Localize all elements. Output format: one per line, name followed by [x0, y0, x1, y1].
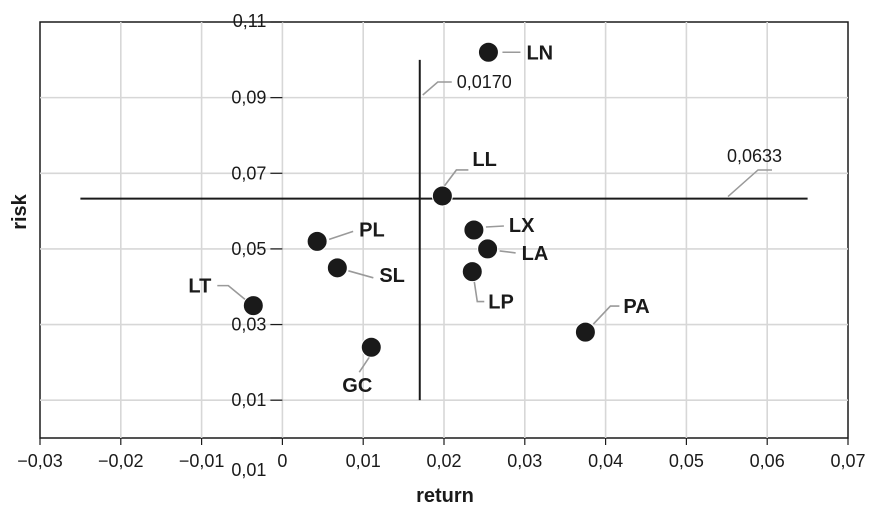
horizontal-reference-leader — [727, 169, 772, 198]
vertical-reference-leader — [422, 81, 452, 96]
x-tick-label: 0,01 — [346, 451, 381, 471]
x-tick-label: 0,02 — [426, 451, 461, 471]
point-label-la: LA — [522, 243, 549, 265]
point-leader-sl — [348, 270, 374, 279]
x-tick-label: −0,03 — [17, 451, 63, 471]
x-tick-label: −0,02 — [98, 451, 144, 471]
ticks: −0,03 −0,02 −0,01 0 0,01 0,02 0,03 0,04 0,05 0,06… — [17, 11, 865, 480]
point-label-pa: PA — [623, 296, 649, 318]
point-leader-lt — [217, 284, 246, 301]
x-tick-label: −0,01 — [179, 451, 225, 471]
data-point-ll — [431, 185, 453, 207]
point-leader-lx — [485, 225, 504, 228]
point-leader-gc — [358, 356, 370, 373]
y-tick-label: 0,07 — [231, 163, 266, 183]
point-leader-ll — [443, 169, 469, 187]
horizontal-reference-label: 0,0633 — [727, 146, 782, 166]
data-points: LN LL LX LA LP PL SL LT GC PA — [188, 41, 650, 397]
point-label-gc: GC — [342, 375, 372, 397]
y-tick-label: 0,01 — [231, 390, 266, 410]
data-point-sl — [326, 257, 348, 279]
data-point-lx — [463, 219, 485, 241]
y-tick-label: 0,09 — [231, 88, 266, 108]
data-point-lp — [461, 261, 483, 283]
point-leader-pl — [328, 230, 354, 241]
grid — [40, 22, 848, 438]
point-label-lt: LT — [188, 276, 211, 298]
data-point-pl — [306, 230, 328, 252]
y-axis-title: risk — [9, 193, 31, 229]
y-tick-label: 0,11 — [233, 11, 267, 31]
data-point-ln — [477, 41, 499, 63]
y-tick-label: 0,03 — [231, 315, 266, 335]
point-label-pl: PL — [359, 219, 385, 241]
x-tick-label: 0,03 — [507, 451, 542, 471]
x-axis-title: return — [416, 485, 474, 507]
x-tick-label: 0,04 — [588, 451, 623, 471]
point-label-sl: SL — [379, 265, 405, 287]
vertical-reference-label: 0,0170 — [457, 72, 512, 92]
point-leader-la — [499, 250, 516, 254]
x-tick-label: 0,05 — [669, 451, 704, 471]
data-point-gc — [360, 336, 382, 358]
x-tick-label: 0 — [277, 451, 287, 471]
point-leader-pa — [592, 305, 620, 325]
point-label-ll: LL — [472, 149, 496, 171]
point-leader-lp — [473, 281, 485, 303]
x-tick-label: 0,06 — [750, 451, 785, 471]
point-label-lx: LX — [509, 215, 535, 237]
x-tick-label: 0,07 — [830, 451, 865, 471]
data-point-lt — [242, 295, 264, 317]
point-label-ln: LN — [526, 42, 553, 64]
y-tick-label: 0,05 — [231, 239, 266, 259]
data-point-pa — [574, 321, 596, 343]
point-label-lp: LP — [488, 292, 514, 314]
y-tick-label: 0,01 — [231, 460, 266, 480]
data-point-la — [477, 238, 499, 260]
